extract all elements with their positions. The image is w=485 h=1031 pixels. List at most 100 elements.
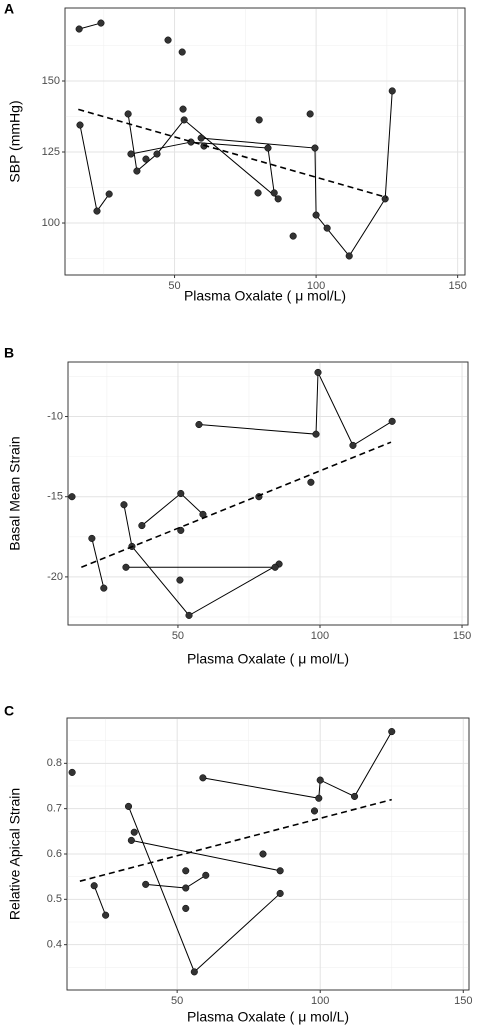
trend-line xyxy=(79,798,392,882)
y-axis-title: Relative Apical Strain xyxy=(7,788,23,920)
y-tick-label: -10 xyxy=(47,410,63,422)
y-tick-label: -15 xyxy=(47,491,63,503)
y-tick-label: 100 xyxy=(42,217,60,229)
data-point xyxy=(195,420,203,429)
data-point xyxy=(76,121,84,129)
data-point xyxy=(68,768,76,776)
data-point xyxy=(187,138,195,146)
x-axis-title: Plasma Oxalate ( μ mol/L) xyxy=(187,1009,349,1025)
data-point xyxy=(316,776,324,784)
y-axis-title: SBP (mmHg) xyxy=(7,100,23,182)
data-point xyxy=(93,207,101,215)
plot-border xyxy=(64,7,466,276)
data-point xyxy=(179,105,187,113)
data-point xyxy=(190,968,198,976)
data-point xyxy=(255,116,263,124)
data-point xyxy=(202,871,210,879)
data-point xyxy=(351,792,359,800)
x-axis-title: Plasma Oxalate ( μ mol/L) xyxy=(184,288,346,304)
y-tick-label: 0.8 xyxy=(47,757,62,769)
data-point xyxy=(142,880,150,888)
y-tick-label: 125 xyxy=(42,146,60,158)
data-point xyxy=(124,802,133,810)
y-tick-label: 150 xyxy=(42,75,60,87)
data-point xyxy=(259,850,267,858)
connecting-line xyxy=(93,885,107,916)
data-point xyxy=(349,441,357,449)
data-point xyxy=(312,430,320,438)
data-point xyxy=(182,904,190,912)
data-point xyxy=(197,134,205,142)
data-point xyxy=(178,48,186,56)
data-point xyxy=(122,563,130,571)
y-tick-label: 0.7 xyxy=(47,803,62,815)
x-tick-label: 150 xyxy=(453,630,471,642)
data-point xyxy=(276,867,284,875)
connecting-line xyxy=(91,538,105,589)
data-point xyxy=(176,576,184,584)
x-axis-title: Plasma Oxalate ( μ mol/L) xyxy=(187,651,349,667)
data-point xyxy=(185,611,193,619)
data-point xyxy=(388,417,396,425)
y-axis-title: Basal Mean Strain xyxy=(7,436,23,550)
data-point xyxy=(314,368,322,376)
data-point xyxy=(381,195,389,203)
y-tick-label: 0.5 xyxy=(47,893,62,905)
data-point xyxy=(388,728,396,736)
data-point xyxy=(177,489,185,498)
data-point xyxy=(311,144,319,152)
data-point xyxy=(133,167,141,175)
plot-border xyxy=(66,717,470,991)
connecting-line xyxy=(130,141,275,193)
data-point xyxy=(312,211,320,219)
data-point xyxy=(68,493,76,501)
data-point xyxy=(307,478,315,486)
data-point xyxy=(120,501,128,509)
data-point xyxy=(97,19,105,27)
data-point xyxy=(130,828,138,836)
data-point xyxy=(323,224,331,232)
data-point xyxy=(164,36,172,44)
x-tick-label: 150 xyxy=(448,280,466,292)
trend-line xyxy=(78,108,388,199)
data-point xyxy=(102,911,110,919)
data-point xyxy=(138,522,146,530)
connecting-line xyxy=(131,839,281,872)
data-point xyxy=(289,232,297,240)
plot-border xyxy=(67,361,469,626)
data-point xyxy=(199,774,207,782)
panel-label: A xyxy=(4,1,14,17)
data-point xyxy=(90,882,98,890)
x-tick-label: 50 xyxy=(171,995,183,1007)
data-point xyxy=(306,110,314,118)
data-point xyxy=(182,867,190,875)
panel-label: C xyxy=(4,703,14,719)
connecting-line xyxy=(79,22,102,30)
x-tick-label: 100 xyxy=(311,995,329,1007)
x-tick-label: 150 xyxy=(454,995,472,1007)
y-tick-label: -20 xyxy=(47,571,63,583)
x-tick-label: 50 xyxy=(168,280,180,292)
data-point xyxy=(345,252,353,260)
data-point xyxy=(105,190,113,198)
data-point xyxy=(182,884,190,892)
x-tick-label: 50 xyxy=(172,630,184,642)
connecting-line xyxy=(201,90,393,257)
data-point xyxy=(177,526,185,534)
data-point xyxy=(271,563,279,571)
trend-line xyxy=(81,441,392,569)
panel-label: B xyxy=(4,345,14,361)
data-point xyxy=(88,534,96,542)
x-tick-label: 100 xyxy=(311,630,329,642)
data-point xyxy=(254,189,262,197)
plot-panel xyxy=(64,7,466,276)
y-tick-label: 0.4 xyxy=(47,939,62,951)
x-tick-label: 100 xyxy=(307,280,325,292)
plot-panel xyxy=(67,361,469,626)
data-point xyxy=(388,87,396,95)
data-point xyxy=(75,25,83,33)
data-point xyxy=(142,155,150,163)
data-point xyxy=(124,110,132,118)
y-tick-label: 0.6 xyxy=(47,848,62,860)
